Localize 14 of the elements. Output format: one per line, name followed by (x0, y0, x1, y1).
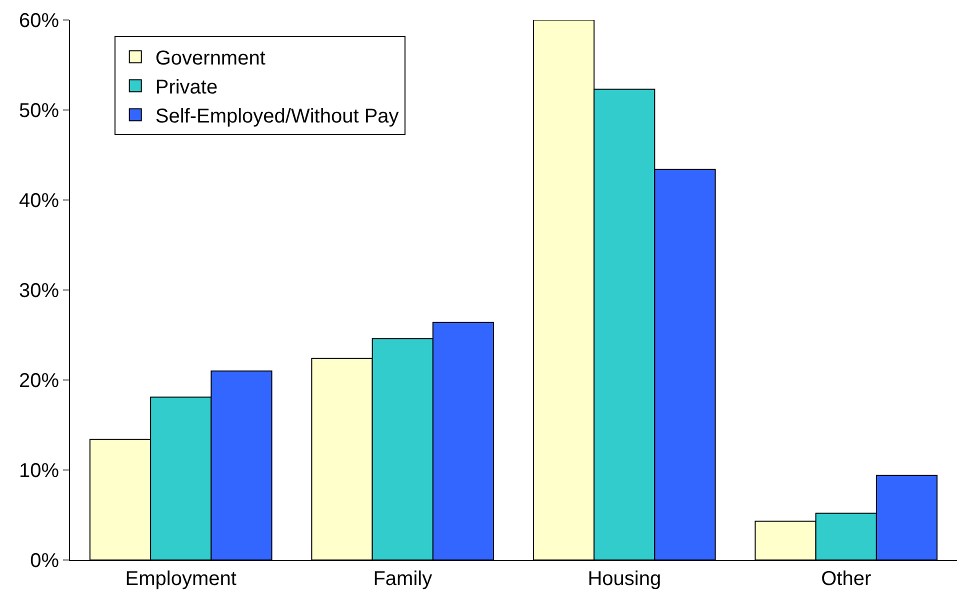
legend-label: Self-Employed/Without Pay (155, 106, 399, 128)
y-tick-label: 20% (18, 370, 60, 392)
x-tick-label: Family (373, 568, 432, 590)
y-tick-label: 30% (18, 280, 60, 302)
y-tick-label: 40% (18, 190, 60, 212)
x-tick-label: Housing (588, 568, 662, 590)
legend-label: Private (155, 76, 218, 98)
y-tick-label: 60% (18, 10, 60, 32)
x-tick-label: Employment (125, 568, 237, 590)
legend-label: Government (155, 48, 266, 70)
x-tick-label: Other (821, 568, 872, 590)
y-tick-label: 10% (18, 460, 60, 482)
y-tick-label: 50% (18, 100, 60, 122)
y-tick-label: 0% (30, 550, 60, 572)
